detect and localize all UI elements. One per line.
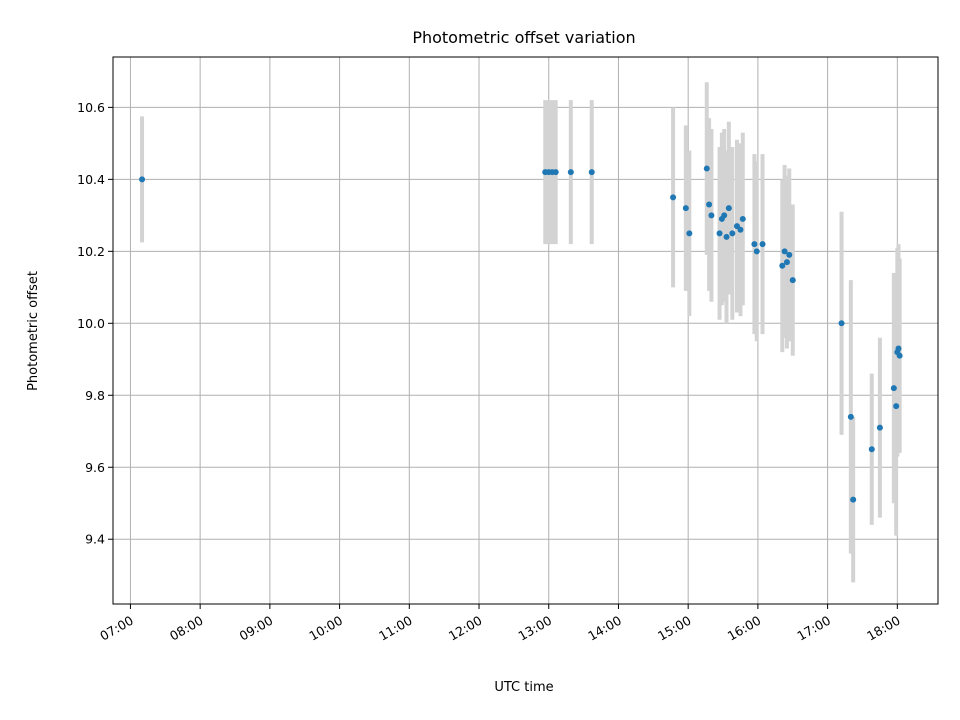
data-point xyxy=(781,248,788,255)
x-tick-label: 16:00 xyxy=(725,613,764,644)
x-tick-label: 11:00 xyxy=(376,613,415,644)
data-point xyxy=(729,230,736,237)
x-axis-label: UTC time xyxy=(494,680,553,695)
data-point xyxy=(739,215,746,222)
data-point xyxy=(896,352,903,359)
x-tick-label: 09:00 xyxy=(237,613,276,644)
data-points xyxy=(139,165,903,503)
error-bars xyxy=(140,82,902,583)
x-tick-label: 14:00 xyxy=(585,613,624,644)
data-point xyxy=(753,248,760,255)
x-tick-label: 18:00 xyxy=(864,613,903,644)
data-point xyxy=(893,403,900,410)
data-point xyxy=(789,277,796,284)
chart-title: Photometric offset variation xyxy=(412,28,635,47)
data-point xyxy=(779,262,786,269)
y-tick-label: 9.4 xyxy=(85,532,105,547)
y-tick-label: 10.4 xyxy=(77,172,105,187)
data-point xyxy=(708,212,715,219)
data-point xyxy=(876,424,883,431)
data-point xyxy=(670,194,677,201)
y-tick-label: 9.8 xyxy=(85,388,105,403)
data-point xyxy=(686,230,693,237)
grid xyxy=(113,57,938,604)
data-point xyxy=(716,230,723,237)
data-point xyxy=(751,241,758,248)
y-tick-label: 9.6 xyxy=(85,460,105,475)
data-point xyxy=(737,226,744,233)
y-tick-label: 10.2 xyxy=(77,244,105,259)
data-point xyxy=(868,446,875,453)
x-tick-label: 07:00 xyxy=(97,613,136,644)
y-axis-label: Photometric offset xyxy=(26,271,41,391)
x-tick-label: 10:00 xyxy=(306,613,345,644)
data-point xyxy=(139,176,146,183)
data-point xyxy=(725,205,732,212)
plot-frame xyxy=(112,56,939,605)
data-point xyxy=(759,241,766,248)
data-point xyxy=(786,251,793,258)
data-point xyxy=(850,496,857,503)
y-tick-label: 10.0 xyxy=(77,316,105,331)
data-point xyxy=(703,165,710,172)
data-point xyxy=(588,169,595,176)
data-point xyxy=(721,212,728,219)
x-tick-label: 12:00 xyxy=(446,613,485,644)
x-tick-label: 13:00 xyxy=(516,613,555,644)
y-tick-label: 10.6 xyxy=(77,100,105,115)
data-point xyxy=(890,385,897,392)
data-point xyxy=(567,169,574,176)
data-point xyxy=(723,233,730,240)
x-tick-label: 08:00 xyxy=(167,613,206,644)
x-tick-label: 15:00 xyxy=(655,613,694,644)
data-point xyxy=(847,413,854,420)
data-point xyxy=(682,205,689,212)
data-point xyxy=(783,259,790,266)
data-point xyxy=(552,169,559,176)
data-point xyxy=(895,345,902,352)
axis-ticks: 07:00 08:00 09:00 10:00 11:00 12:00 13:00 14:00… xyxy=(77,100,903,644)
data-point xyxy=(838,320,845,327)
x-tick-label: 17:00 xyxy=(794,613,833,644)
data-point xyxy=(706,201,713,208)
